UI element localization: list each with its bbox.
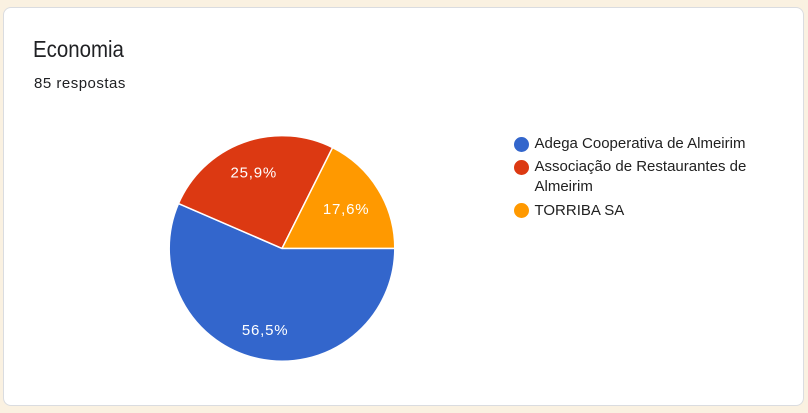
svg-text:17,6%: 17,6% xyxy=(323,201,370,218)
svg-text:56,5%: 56,5% xyxy=(242,322,289,339)
svg-text:25,9%: 25,9% xyxy=(230,164,277,181)
